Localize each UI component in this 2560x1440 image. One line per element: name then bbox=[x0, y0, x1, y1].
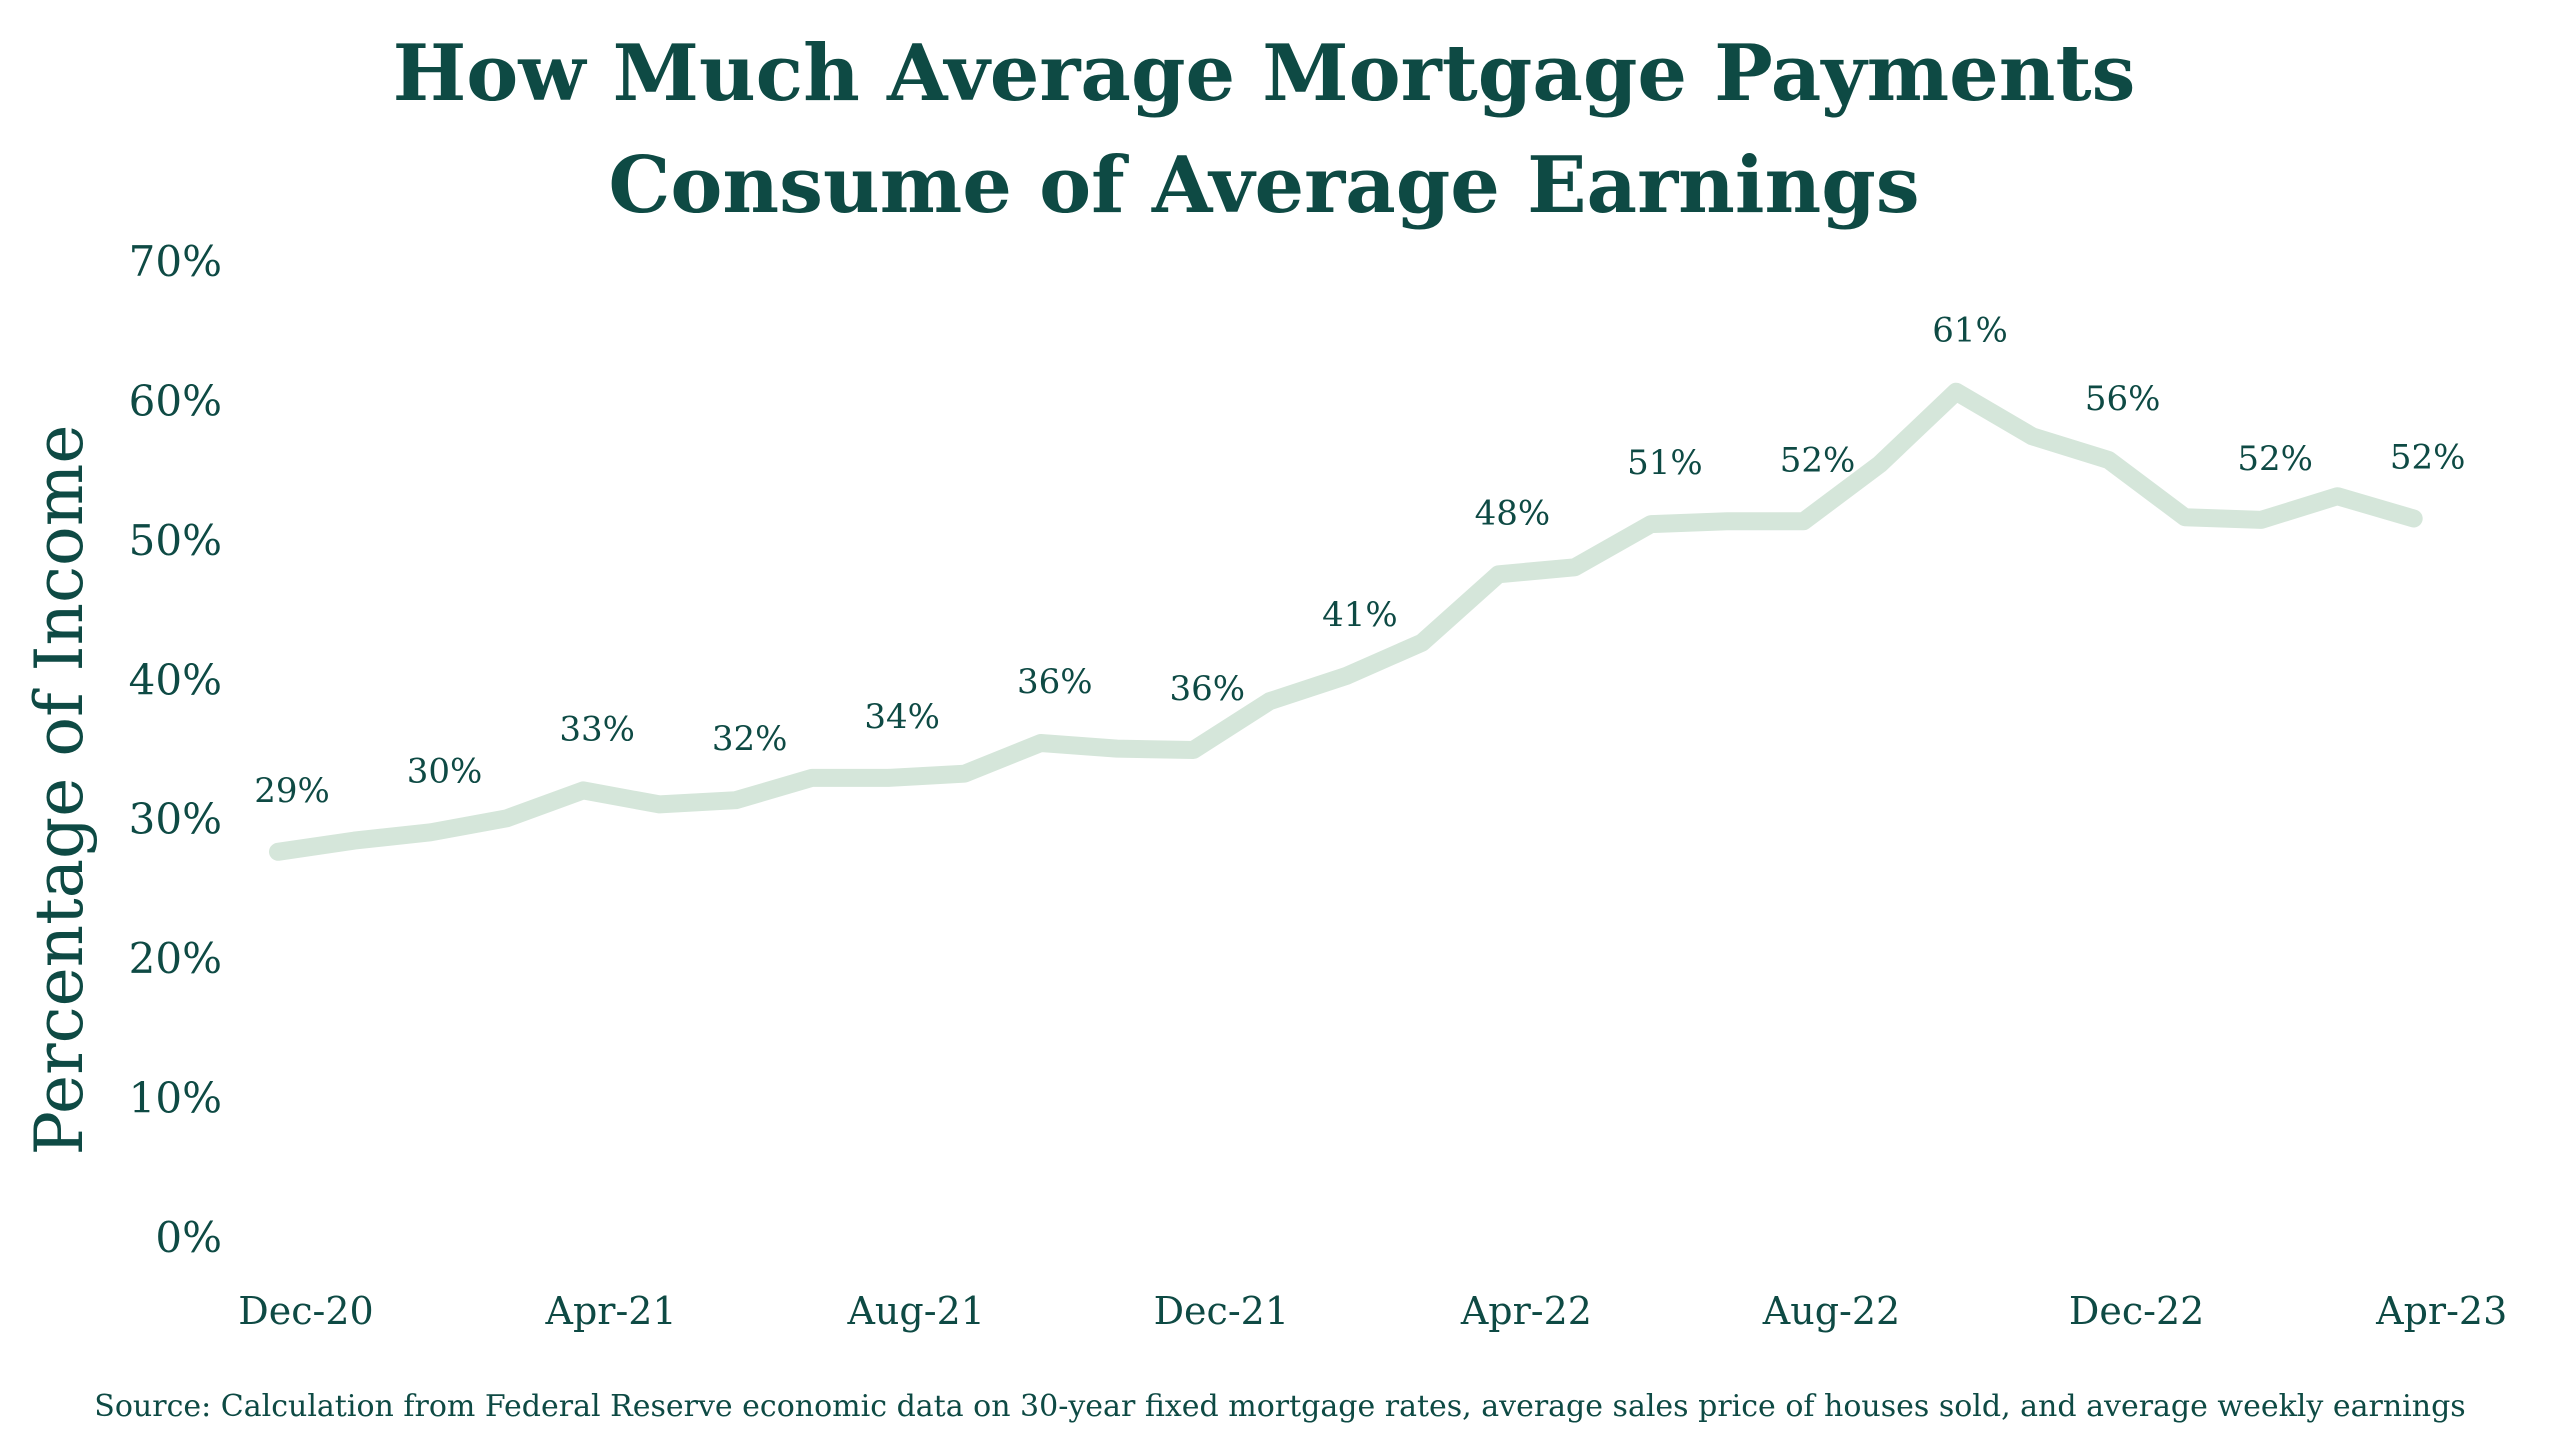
data-point bbox=[734, 798, 738, 802]
data-point bbox=[581, 788, 585, 792]
x-tick-label: Dec-22 bbox=[2069, 1289, 2204, 1333]
data-point bbox=[352, 839, 356, 843]
x-tick-label: Dec-21 bbox=[1154, 1289, 1289, 1333]
data-point bbox=[657, 802, 661, 806]
x-tick-label: Aug-22 bbox=[1762, 1289, 1900, 1333]
x-axis-ticks: Dec-20 Apr-21 Aug-21 Dec-21 Apr-22 Aug-22 Dec-… bbox=[238, 1289, 2507, 1333]
data-label: 32% bbox=[712, 719, 788, 759]
y-axis-label: Percentage of Income bbox=[21, 425, 98, 1156]
y-tick-label: 60% bbox=[129, 376, 222, 425]
data-point bbox=[886, 776, 890, 780]
data-point bbox=[1115, 747, 1119, 751]
data-label: 52% bbox=[2237, 439, 2313, 479]
data-point bbox=[1725, 519, 1729, 523]
x-tick-label: Apr-23 bbox=[2375, 1289, 2507, 1333]
data-point bbox=[2030, 434, 2034, 438]
data-point bbox=[1573, 565, 1577, 569]
data-labels: 29% 30% 33% 32% 34% 36% 36% 41% 48% 51% 52% 61% 56% 5… bbox=[254, 311, 2465, 811]
x-tick-label: Dec-20 bbox=[238, 1289, 373, 1333]
data-label: 30% bbox=[407, 751, 483, 791]
data-point bbox=[1649, 522, 1653, 526]
data-point bbox=[429, 830, 433, 834]
series-layer bbox=[269, 382, 2423, 861]
data-label: 36% bbox=[1017, 662, 1093, 702]
data-point bbox=[963, 772, 967, 776]
data-point bbox=[1802, 519, 1806, 523]
y-tick-label: 50% bbox=[129, 516, 222, 565]
data-point bbox=[2412, 517, 2416, 521]
data-point bbox=[1344, 674, 1348, 678]
chart-title-line-1: How Much Average Mortgage Payments bbox=[393, 28, 2136, 119]
x-tick-label: Apr-21 bbox=[545, 1289, 677, 1333]
y-tick-label: 40% bbox=[129, 655, 222, 704]
data-point bbox=[2335, 494, 2339, 498]
data-point bbox=[505, 816, 509, 820]
data-label: 29% bbox=[254, 771, 330, 811]
data-point bbox=[1420, 641, 1424, 645]
data-label: 56% bbox=[2085, 379, 2161, 419]
data-label: 48% bbox=[1475, 493, 1551, 533]
data-point bbox=[1039, 741, 1043, 745]
source-note: Source: Calculation from Federal Reserve… bbox=[94, 1389, 2465, 1424]
data-label: 52% bbox=[2390, 438, 2466, 478]
y-tick-label: 30% bbox=[129, 795, 222, 844]
data-point bbox=[1954, 390, 1958, 394]
data-point bbox=[1496, 572, 1500, 576]
data-point bbox=[810, 776, 814, 780]
series-line bbox=[269, 382, 2423, 861]
data-label: 52% bbox=[1780, 440, 1856, 480]
y-axis-ticks: 0% 10% 20% 30% 40% 50% 60% 70% bbox=[129, 237, 222, 1262]
data-label: 61% bbox=[1932, 311, 2008, 351]
data-label: 41% bbox=[1322, 595, 1398, 635]
data-point bbox=[2183, 515, 2187, 519]
x-tick-label: Apr-22 bbox=[1460, 1289, 1592, 1333]
y-tick-label: 0% bbox=[155, 1213, 222, 1262]
x-tick-label: Aug-21 bbox=[846, 1289, 984, 1333]
chart-title: How Much Average Mortgage Payments Consu… bbox=[393, 28, 2136, 231]
data-point bbox=[2107, 458, 2111, 462]
data-point bbox=[2259, 518, 2263, 522]
y-tick-label: 10% bbox=[129, 1074, 222, 1123]
data-label: 51% bbox=[1627, 443, 1703, 483]
data-point bbox=[276, 850, 280, 854]
data-label: 34% bbox=[864, 697, 940, 737]
data-point bbox=[1268, 699, 1272, 703]
data-label: 33% bbox=[559, 709, 635, 749]
data-point bbox=[1191, 748, 1195, 752]
y-tick-label: 70% bbox=[129, 237, 222, 286]
data-point bbox=[1878, 462, 1882, 466]
chart-title-line-2: Consume of Average Earnings bbox=[608, 140, 1919, 231]
data-label: 36% bbox=[1170, 669, 1246, 709]
y-tick-label: 20% bbox=[129, 934, 222, 983]
